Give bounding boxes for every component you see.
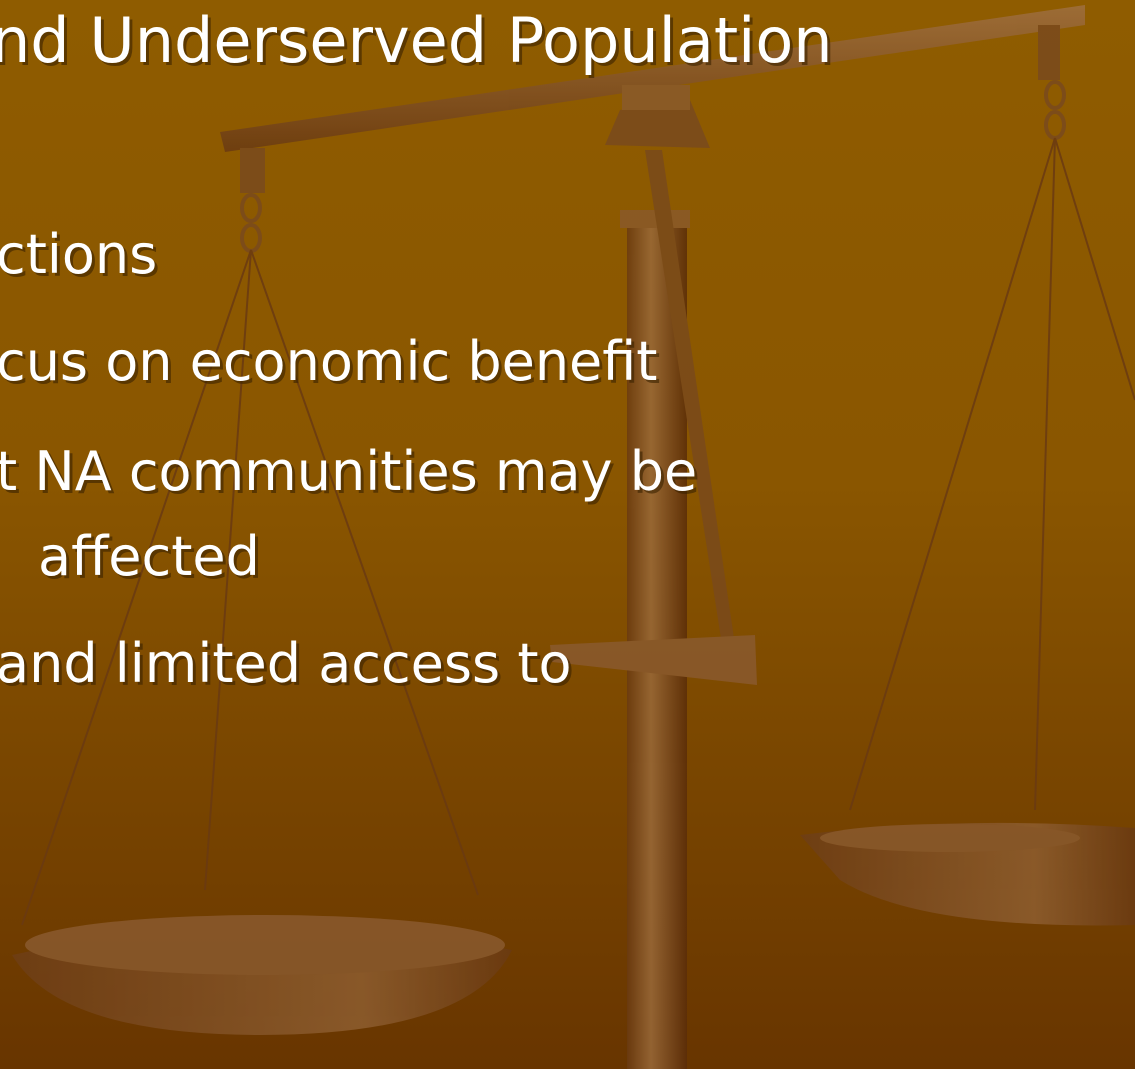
bullet-text: t NA communities may be: [0, 440, 697, 503]
slide: nd Underserved Population nd Underserved…: [0, 0, 1135, 1069]
bullet-text: cus on economic benefit: [0, 330, 657, 393]
bullet-text: and limited access to: [0, 632, 572, 695]
bullet-text: ctions: [0, 223, 157, 286]
page: nd Underserved Population nd Underserved…: [0, 0, 1135, 1069]
bullet-text: affected: [38, 525, 260, 588]
slide-title: nd Underserved Population: [0, 4, 833, 77]
